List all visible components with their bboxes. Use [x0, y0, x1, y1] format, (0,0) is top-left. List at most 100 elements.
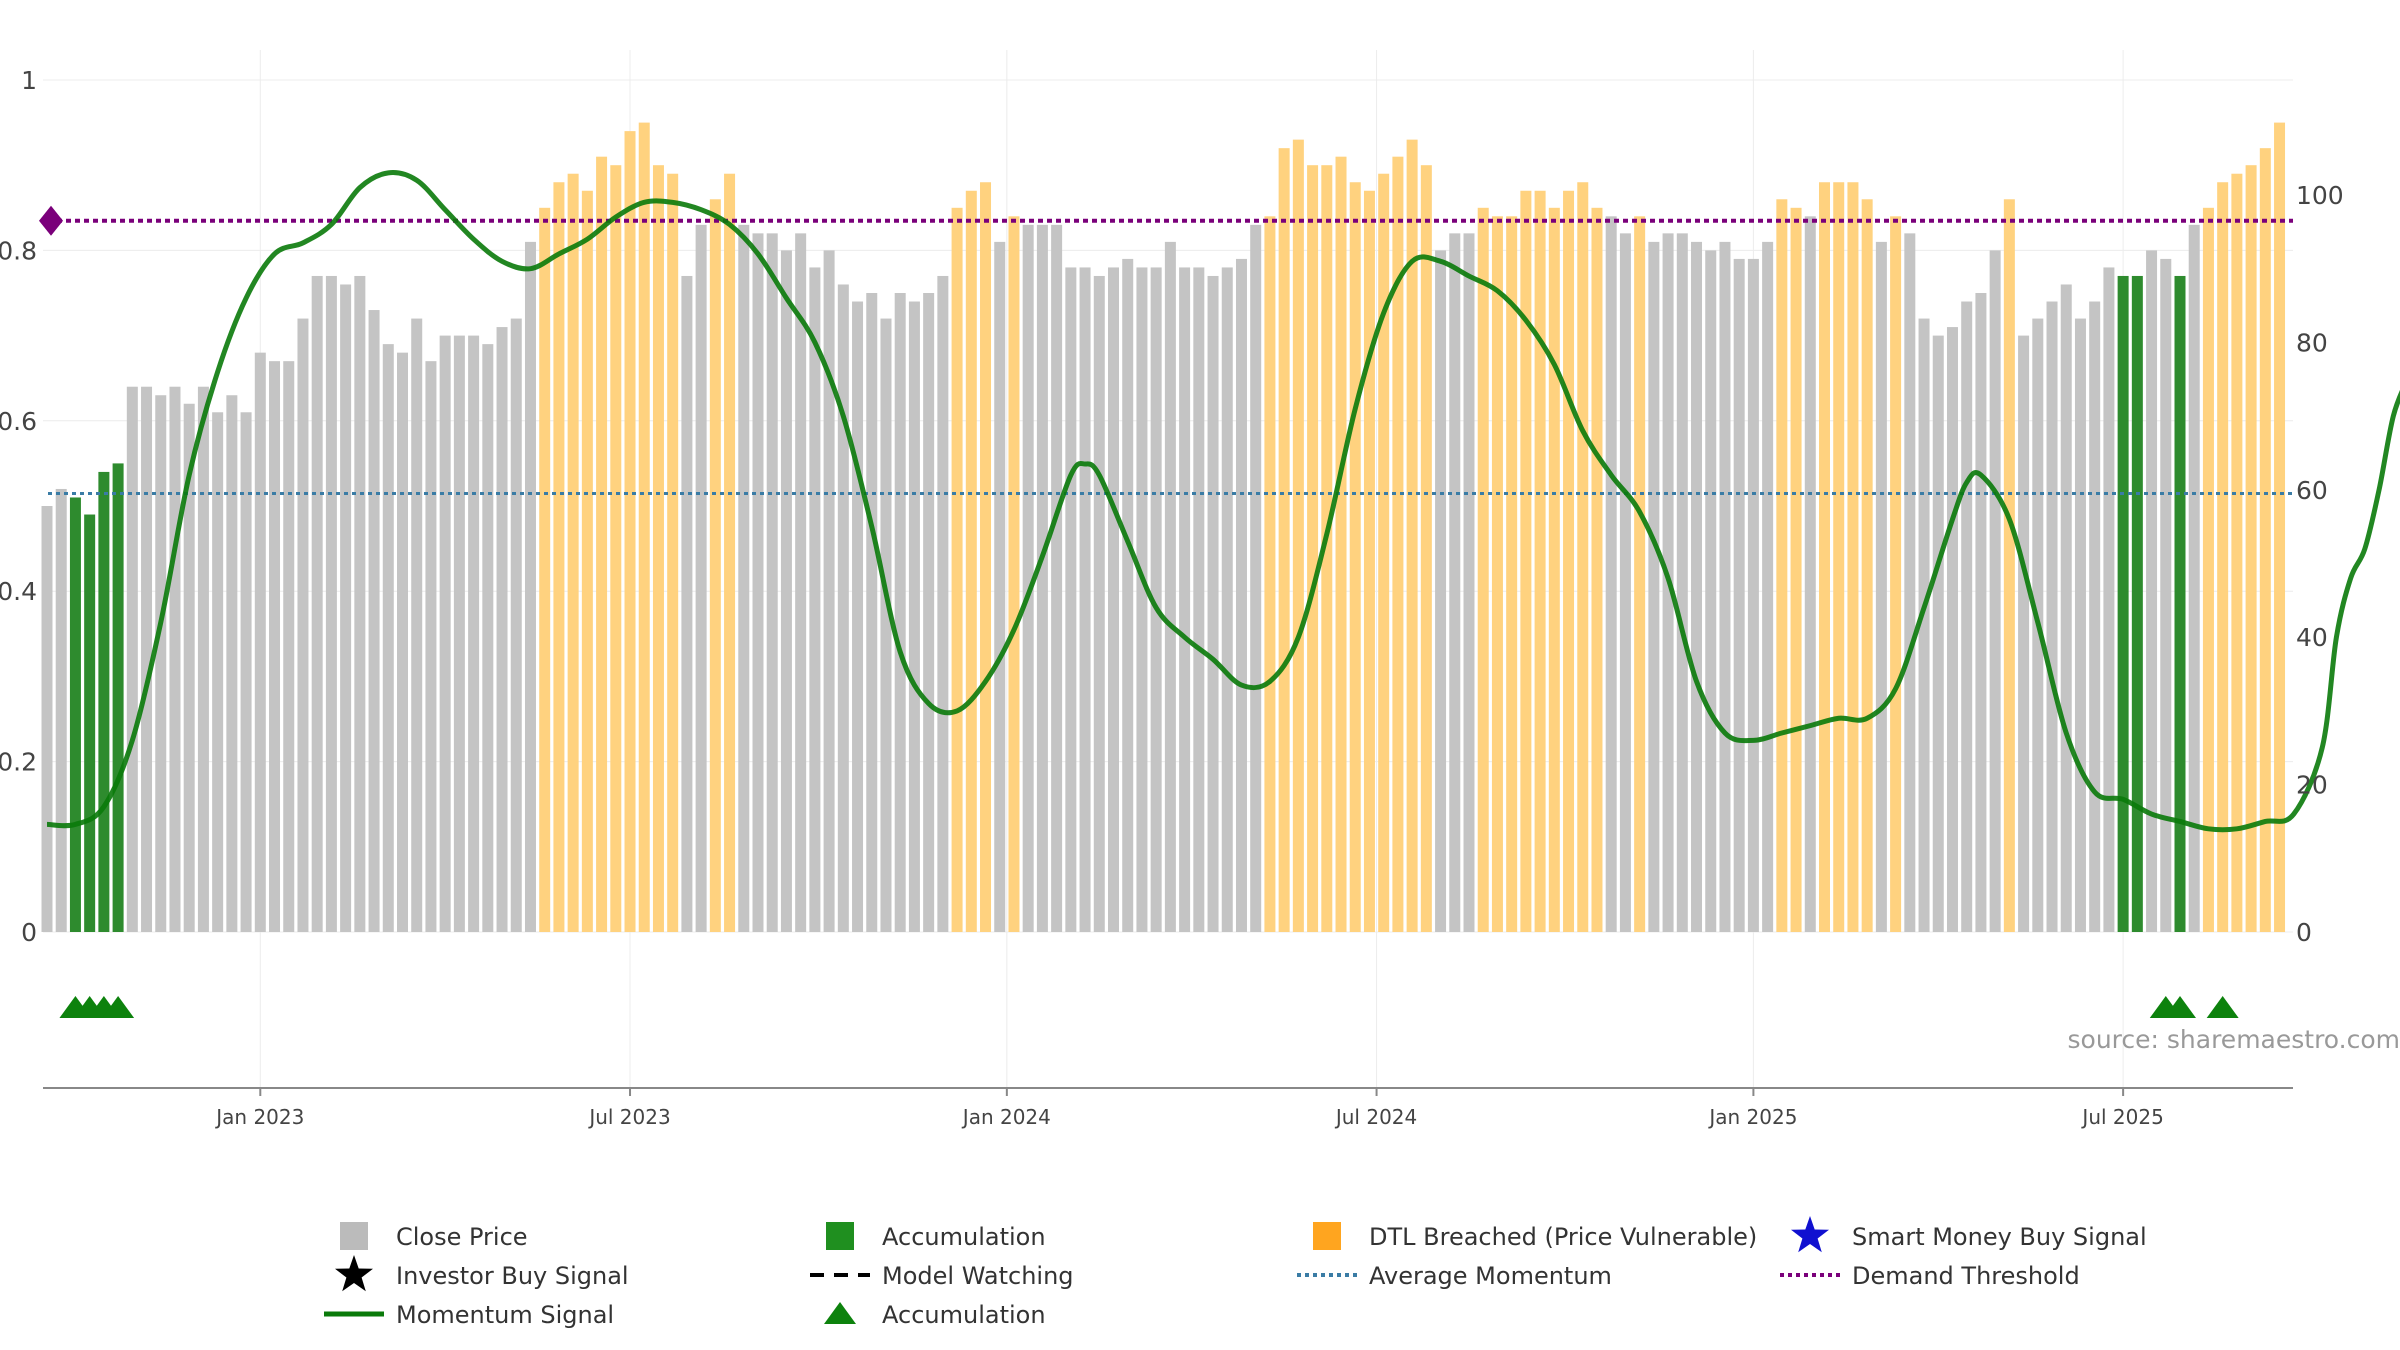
bar-dtl [581, 190, 593, 932]
bar-close [738, 224, 750, 933]
bar-dtl [1563, 190, 1575, 932]
bar-close [1619, 233, 1631, 933]
bar-close [809, 267, 821, 932]
bar-close [1719, 241, 1731, 932]
bar-dtl [2217, 182, 2229, 933]
bar-dtl [724, 173, 736, 933]
bar-close [524, 241, 536, 932]
legend-label-investor-buy-signal: Investor Buy Signal [396, 1262, 629, 1290]
bar-accumulation [98, 471, 110, 932]
bar-dtl [1363, 190, 1375, 932]
bar-close [1875, 241, 1887, 932]
bar-accumulation [69, 497, 81, 932]
bar-close [1051, 224, 1063, 933]
bar-close [354, 275, 366, 933]
bar-close [254, 352, 266, 932]
bar-dtl [1264, 216, 1276, 932]
bar-dtl [1861, 199, 1873, 932]
bar-close [1022, 224, 1034, 933]
bar-close [212, 412, 224, 932]
y-right-tick-label: 40 [2296, 623, 2328, 652]
momentum-signal-line [46, 170, 2400, 833]
bar-close [1136, 267, 1148, 932]
bar-close [382, 344, 394, 932]
y-left-tick-label: 0.6 [0, 407, 37, 436]
bar-close [297, 318, 309, 932]
bar-close [439, 335, 451, 933]
bar-close [1065, 267, 1077, 932]
bar-close [482, 344, 494, 932]
bar-dtl [539, 207, 551, 933]
legend-icon-accumulation [824, 1302, 856, 1324]
bar-close [2089, 301, 2101, 932]
accumulation-marker-triangle [2164, 996, 2196, 1018]
legend-label-momentum-signal: Momentum Signal [396, 1301, 614, 1329]
bar-accumulation [84, 514, 96, 932]
accumulation-marker-triangle [2206, 996, 2239, 1018]
bar-close [425, 361, 437, 932]
bar-close [1648, 241, 1660, 932]
bar-close [1946, 327, 1958, 933]
bar-close [1036, 224, 1048, 933]
bar-close [1691, 241, 1703, 932]
legend-label-demand-threshold: Demand Threshold [1852, 1262, 2080, 1290]
bar-close [2160, 258, 2172, 932]
bar-dtl [1790, 207, 1802, 933]
bar-close [1449, 233, 1461, 933]
bar-close [1989, 250, 2001, 932]
bar-dtl [980, 182, 992, 933]
y-right-tick-label: 100 [2296, 181, 2344, 210]
bar-close [397, 352, 408, 932]
bar-dtl [1890, 216, 1902, 932]
axes-layer: Jan 2023 Jul 2023 Jan 2024 Jul 2024 Jan 2025… [0, 66, 2344, 1129]
bar-dtl [2274, 122, 2286, 933]
bar-close [2188, 224, 2200, 933]
legend-label-average-momentum: Average Momentum [1369, 1262, 1612, 1290]
bar-close [1804, 216, 1816, 932]
bar-close [894, 293, 906, 932]
bar-close [1221, 267, 1233, 932]
bar-close [852, 301, 864, 932]
bar-close [937, 275, 949, 933]
bar-dtl [1847, 182, 1859, 933]
bar-close [1093, 275, 1105, 933]
bar-dtl [2245, 165, 2257, 932]
bar-close [226, 395, 238, 932]
bar-close [1435, 250, 1447, 932]
legend-icon-accumulation [826, 1222, 854, 1250]
x-tick-label: Jan 2023 [214, 1105, 304, 1129]
bar-dtl [1520, 190, 1532, 932]
y-left-tick-label: 0.2 [0, 748, 37, 777]
bar-close [695, 224, 707, 933]
bar-close [141, 386, 153, 933]
bar-close [41, 506, 53, 932]
legend-label-smart-money-buy-signal: Smart Money Buy Signal [1852, 1223, 2147, 1251]
bar-close [908, 301, 920, 932]
bar-dtl [1349, 182, 1361, 933]
bar-close [269, 361, 281, 932]
x-tick-label: Jan 2025 [1707, 1105, 1797, 1129]
bar-dtl [2202, 207, 2214, 933]
bar-close [1705, 250, 1717, 932]
y-left-tick-label: 0.8 [0, 236, 37, 265]
bar-close [1164, 241, 1176, 932]
bar-dtl [553, 182, 565, 933]
bar-dtl [1477, 207, 1489, 933]
y-left-tick-label: 1 [21, 66, 37, 95]
bar-close [311, 275, 323, 933]
markers-layer [59, 996, 2239, 1018]
bar-dtl [652, 165, 664, 932]
accumulation-marker-triangle [102, 996, 135, 1018]
bar-close [752, 233, 764, 933]
y-left-tick-label: 0 [21, 918, 37, 947]
bar-dtl [1321, 165, 1333, 932]
bar-close [1235, 258, 1247, 932]
bar-dtl [1406, 139, 1418, 932]
bar-accumulation [2117, 275, 2129, 933]
bar-dtl [667, 173, 679, 933]
bar-close [1918, 318, 1930, 932]
bar-close [1463, 233, 1475, 933]
bar-accumulation [2131, 275, 2143, 933]
bar-close [766, 233, 778, 933]
bar-close [1605, 216, 1617, 932]
